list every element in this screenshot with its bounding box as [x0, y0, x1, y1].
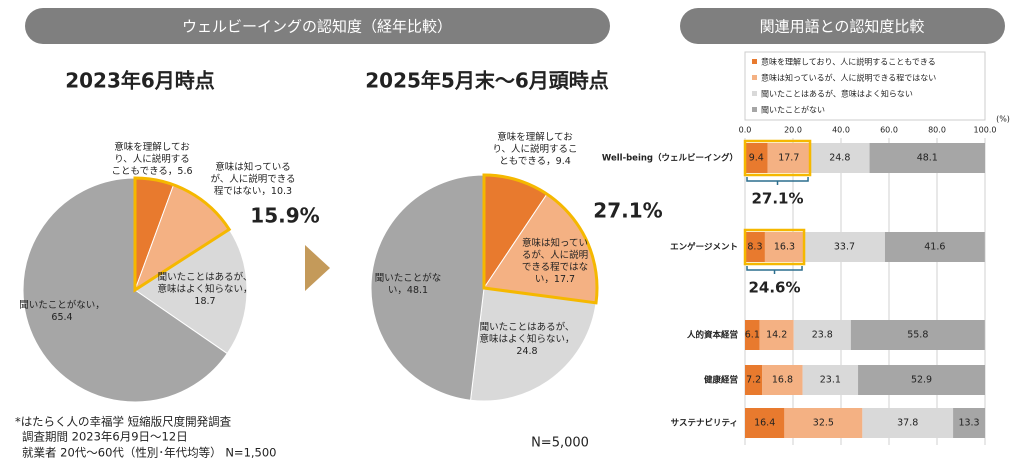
legend-box	[744, 51, 986, 121]
bar-segment	[762, 365, 803, 395]
value-label: 32.5	[813, 418, 834, 429]
legend-swatch	[752, 59, 757, 64]
value-label: 16.8	[772, 375, 793, 386]
annotation: 27.1%	[751, 190, 803, 208]
header-title: ウェルビーイングの認知度（経年比較）	[182, 18, 452, 36]
pie-label: 聞いたことがない，65.4	[19, 300, 105, 323]
bar-segment	[745, 408, 785, 438]
bar-segment	[784, 408, 863, 438]
legend-label: 聞いたことがない	[761, 105, 825, 115]
value-label: 6.1	[745, 330, 760, 341]
value-label: 55.8	[907, 330, 928, 341]
value-label: 23.1	[820, 375, 841, 386]
pie-label: 聞いたことがない，48.1	[374, 273, 442, 296]
y-tick-label: エンゲージメント	[670, 242, 738, 253]
pie-slice	[469, 287, 597, 402]
bar-segment	[745, 232, 765, 262]
y-tick-label: Well-being（ウェルビーイング）	[602, 153, 738, 164]
header-pill	[25, 8, 610, 44]
pie-label: 聞いたことはあるが、意味はよく知らない，24.8	[479, 322, 575, 357]
axis-unit: (%)	[996, 115, 1010, 124]
bar-segment	[745, 143, 768, 173]
bar-segment	[764, 232, 805, 262]
note: N=5,000	[531, 436, 589, 451]
annotation: 15.9%	[250, 204, 319, 228]
highlight-outline	[743, 139, 812, 177]
bar-segment	[802, 365, 859, 395]
legend-swatch	[752, 91, 757, 96]
highlight-outline	[133, 176, 232, 293]
bar-segment	[862, 408, 954, 438]
pie-title: 2023年6月時点	[65, 69, 215, 93]
brace	[746, 177, 809, 185]
bar-segment	[759, 320, 794, 350]
y-tick-label: 健康経営	[704, 375, 738, 386]
x-tick-label: 80.0	[928, 126, 946, 135]
pie-label: 意味は知っているが、人に説明できる程ではない，10.3	[210, 162, 296, 197]
bar-segment	[745, 320, 760, 350]
value-label: 16.4	[754, 418, 775, 429]
value-label: 9.4	[749, 153, 764, 164]
value-label: 13.3	[958, 418, 979, 429]
note: 就業者 20代～60代（性別･年代均等） N=1,500	[22, 446, 277, 460]
arrow	[305, 245, 330, 291]
pie-slice	[22, 177, 228, 403]
pie-label: 意味を理解しており、人に説明することもできる，9.4	[492, 132, 578, 167]
value-label: 52.9	[911, 375, 932, 386]
bar-segment	[850, 320, 985, 350]
bar-segment	[804, 232, 885, 262]
bar-segment	[869, 143, 985, 173]
bar-segment	[767, 143, 811, 173]
pie-label: 意味を理解しており、人に説明することもできる，5.6	[111, 142, 193, 177]
pie-title: 2025年5月末～6月頭時点	[365, 69, 609, 93]
value-label: 14.2	[766, 330, 787, 341]
legend-label: 意味は知っているが、人に説明できる程ではない	[761, 73, 936, 83]
value-label: 48.1	[917, 153, 938, 164]
value-label: 33.7	[834, 242, 855, 253]
value-label: 17.7	[778, 153, 799, 164]
note: *はたらく人の幸福学 短縮版尺度開発調査	[15, 415, 232, 429]
legend-swatch	[752, 75, 757, 80]
highlight-outline	[743, 228, 806, 266]
legend-label: 聞いたことはあるが、意味はよく知らない	[761, 89, 913, 99]
legend-swatch	[752, 107, 757, 112]
value-label: 23.8	[812, 330, 833, 341]
note: 調査期間 2023年6月9日～12日	[22, 430, 188, 444]
annotation: 27.1%	[593, 199, 662, 223]
bar-segment	[858, 365, 985, 395]
value-label: 16.3	[774, 242, 795, 253]
annotation: 24.6%	[748, 279, 800, 297]
pie-slice	[370, 174, 485, 401]
value-label: 7.2	[746, 375, 761, 386]
bar-segment	[810, 143, 870, 173]
pie-label: 聞いたことはあるが、意味はよく知らない，18.7	[157, 272, 253, 307]
y-tick-label: 人的資本経営	[687, 330, 738, 341]
pie-slice	[134, 228, 248, 355]
value-label: 41.6	[924, 242, 945, 253]
x-tick-label: 20.0	[784, 126, 802, 135]
x-tick-label: 0.0	[739, 126, 752, 135]
x-tick-label: 100.0	[974, 126, 997, 135]
value-label: 8.3	[747, 242, 762, 253]
value-label: 24.8	[829, 153, 850, 164]
y-tick-label: サステナビリティ	[671, 418, 738, 429]
bar-segment	[884, 232, 985, 262]
bar-segment	[953, 408, 985, 438]
pie-label: 意味は知っているが、人に説明できる程ではない，17.7	[521, 238, 589, 285]
bar-segment	[745, 365, 763, 395]
value-label: 37.8	[897, 418, 918, 429]
header-title: 関連用語との認知度比較	[760, 18, 925, 36]
x-tick-label: 60.0	[880, 126, 898, 135]
x-tick-label: 40.0	[832, 126, 850, 135]
highlight-outline	[482, 173, 599, 305]
bar-segment	[793, 320, 851, 350]
legend-label: 意味を理解しており、人に説明することもできる	[761, 57, 936, 67]
header-pill	[680, 8, 1005, 44]
brace	[746, 266, 803, 274]
